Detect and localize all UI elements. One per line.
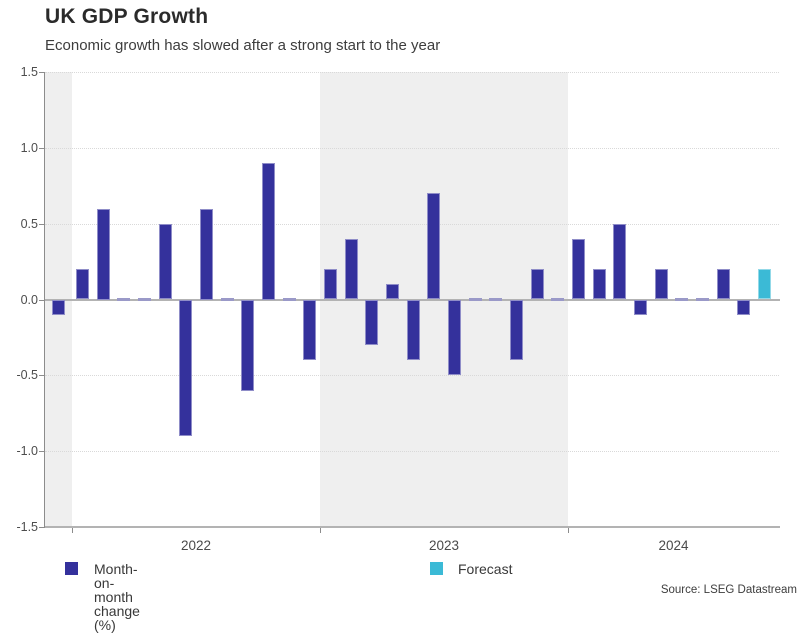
chart-title: UK GDP Growth [45,5,209,28]
x-axis-tick-2023 [568,528,569,533]
bar-2024-10-forecast [757,269,771,300]
legend-label-forecast: Forecast [458,561,513,577]
bar-2023-04 [385,284,399,300]
bar-2024-06 [675,298,689,301]
bar-2022-09 [241,299,255,391]
gridline-0.5 [45,223,779,225]
bar-2024-01 [571,238,585,300]
bar-2023-03 [365,299,379,345]
x-year-label-2023: 2023 [428,538,460,553]
bar-2023-06 [427,193,441,300]
y-axis-line [44,72,45,528]
y-tick-label: -0.5 [16,368,38,383]
x-year-label-2024: 2024 [658,538,689,553]
y-axis-tick [39,527,45,528]
y-axis-tick [39,299,45,301]
gridline-1.0 [45,147,779,149]
y-tick-label: 1.0 [20,140,38,155]
gridline-1.5 [45,72,779,73]
x-axis-line [45,526,780,528]
legend-label-actual: Month-on-month change (%) [94,561,140,633]
bar-2022-07 [199,208,213,300]
bar-2024-08 [716,269,730,300]
gridline--0.5 [45,375,779,377]
bar-2023-05 [406,299,420,361]
x-year-label-2022: 2022 [180,538,212,553]
gridline--1.0 [45,451,779,453]
x-axis-tick-2021 [72,528,73,533]
y-tick-label: 1.5 [20,65,38,79]
source-credit: Source: LSEG Datastream [660,584,797,596]
chart-subtitle: Economic growth has slowed after a stron… [45,37,441,54]
y-tick-label: 0.5 [20,216,38,231]
bar-2022-03 [117,298,131,301]
bar-2024-05 [654,269,668,300]
bar-2024-03 [613,223,627,300]
bar-2024-02 [592,269,606,300]
bar-2024-07 [695,298,709,301]
bar-2022-10 [261,163,275,300]
bar-2022-01 [75,269,89,300]
bar-2022-12 [303,299,317,361]
y-tick-label: -1.5 [16,520,38,534]
bar-2024-09 [737,299,751,315]
bar-2024-04 [633,299,647,315]
y-tick-label: -1.0 [16,444,38,459]
y-axis-tick [39,223,45,225]
y-axis-tick [39,72,45,73]
bar-2022-08 [220,298,234,301]
y-axis-tick [39,147,45,149]
bar-2023-01 [323,269,337,300]
bar-2023-10 [509,299,523,361]
bar-2023-07 [447,299,461,376]
bar-2023-12 [551,298,565,301]
y-tick-label: 0.0 [20,292,38,307]
bar-2023-09 [489,298,503,301]
legend-swatch-forecast [430,562,443,575]
x-axis-tick-2022 [320,528,321,533]
bar-2023-11 [530,269,544,300]
plot-area: 1.5 1.0 0.5 0.0 -0.5 -1.0 -1.5 2022 2023 2024 [16,65,780,553]
y-axis-tick [39,375,45,377]
bar-2021-12 [52,299,65,315]
bar-2023-02 [344,238,358,300]
bar-2022-02 [96,208,110,300]
bar-2022-11 [282,298,296,301]
y-axis-tick [39,451,45,453]
bar-2022-06 [179,299,193,436]
legend-swatch-actual [65,562,78,575]
bar-2022-05 [158,223,172,300]
bar-2023-08 [468,298,482,301]
bar-2022-04 [137,298,151,301]
chart-canvas: UK GDP Growth Economic growth has slowed… [16,5,797,632]
